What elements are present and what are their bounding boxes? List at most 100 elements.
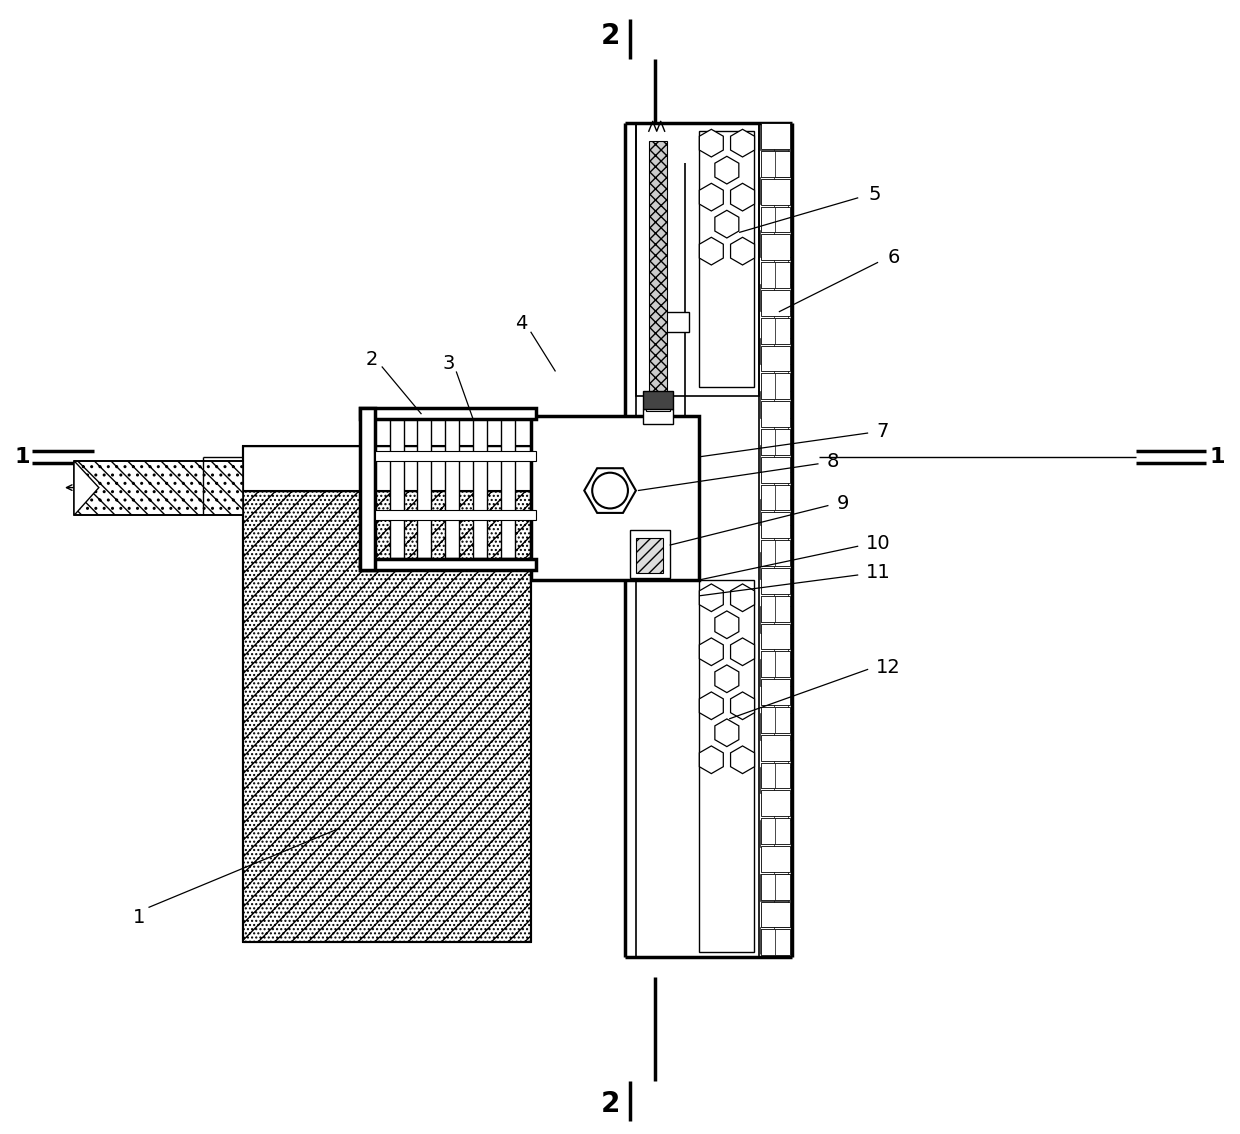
Polygon shape: [715, 210, 739, 238]
Bar: [761, 762, 790, 788]
Text: 5: 5: [868, 185, 880, 204]
Bar: [761, 930, 775, 955]
Polygon shape: [730, 584, 754, 611]
Polygon shape: [730, 692, 754, 720]
Polygon shape: [730, 638, 754, 666]
Bar: [243, 446, 531, 491]
Bar: [699, 132, 754, 388]
Bar: [660, 312, 689, 332]
Bar: [761, 124, 790, 149]
Bar: [761, 484, 790, 510]
Polygon shape: [730, 237, 754, 265]
Polygon shape: [699, 638, 723, 666]
Text: 1: 1: [1210, 447, 1225, 467]
Bar: [761, 651, 775, 677]
Bar: [761, 873, 790, 899]
Text: 2: 2: [600, 1090, 620, 1118]
Bar: [761, 624, 790, 650]
Text: 4: 4: [516, 314, 528, 333]
Text: 2: 2: [600, 22, 620, 50]
Bar: [389, 420, 403, 558]
Bar: [636, 124, 759, 396]
Bar: [761, 790, 790, 816]
Polygon shape: [715, 156, 739, 184]
Polygon shape: [699, 237, 723, 265]
Bar: [501, 420, 515, 558]
Bar: [761, 679, 790, 705]
Bar: [761, 373, 790, 399]
Polygon shape: [730, 746, 754, 773]
Bar: [646, 401, 670, 412]
Bar: [642, 391, 672, 409]
Polygon shape: [715, 665, 739, 693]
Bar: [761, 706, 790, 733]
Bar: [761, 540, 775, 566]
Text: 3: 3: [443, 354, 454, 373]
Bar: [761, 735, 790, 761]
Bar: [243, 491, 531, 942]
Bar: [761, 846, 790, 872]
Bar: [761, 595, 790, 621]
Bar: [445, 420, 459, 558]
Bar: [761, 179, 790, 204]
Bar: [761, 651, 790, 677]
Bar: [761, 818, 790, 844]
Polygon shape: [699, 584, 723, 611]
Polygon shape: [699, 692, 723, 720]
Bar: [630, 531, 670, 578]
Bar: [761, 540, 790, 566]
Text: 2: 2: [366, 350, 378, 369]
Bar: [418, 420, 432, 558]
Text: 1: 1: [133, 908, 145, 926]
Bar: [761, 429, 775, 455]
Text: 9: 9: [837, 494, 848, 513]
Polygon shape: [699, 746, 723, 773]
Bar: [761, 318, 775, 344]
Bar: [761, 568, 790, 594]
Bar: [761, 902, 790, 928]
Bar: [360, 559, 536, 570]
Text: 6: 6: [888, 248, 900, 266]
Bar: [761, 873, 775, 899]
Bar: [761, 346, 790, 372]
Text: 7: 7: [877, 422, 889, 440]
Bar: [761, 206, 790, 232]
Polygon shape: [699, 129, 723, 156]
Bar: [761, 429, 790, 455]
Polygon shape: [699, 184, 723, 211]
Bar: [761, 151, 775, 177]
Bar: [761, 262, 790, 288]
Bar: [761, 818, 775, 844]
Bar: [374, 510, 536, 521]
Bar: [761, 930, 790, 955]
Bar: [761, 318, 790, 344]
Bar: [761, 373, 775, 399]
Bar: [761, 513, 790, 539]
Bar: [761, 457, 790, 483]
Bar: [74, 460, 243, 515]
Bar: [761, 290, 790, 316]
Bar: [761, 151, 790, 177]
Bar: [761, 401, 790, 428]
Polygon shape: [715, 611, 739, 638]
Polygon shape: [730, 129, 754, 156]
Bar: [761, 706, 775, 733]
Bar: [761, 762, 775, 788]
Circle shape: [593, 473, 627, 508]
Text: 8: 8: [827, 452, 838, 472]
Text: 10: 10: [867, 534, 890, 552]
Bar: [374, 451, 536, 460]
Bar: [761, 484, 775, 510]
Polygon shape: [730, 184, 754, 211]
Bar: [642, 409, 672, 424]
Polygon shape: [74, 460, 99, 515]
Text: 1: 1: [15, 447, 30, 467]
Bar: [360, 408, 374, 570]
Bar: [649, 141, 667, 409]
Bar: [761, 235, 790, 261]
Bar: [761, 595, 775, 621]
Bar: [699, 579, 754, 953]
Text: 12: 12: [877, 658, 900, 677]
Bar: [531, 416, 699, 579]
Bar: [761, 262, 775, 288]
